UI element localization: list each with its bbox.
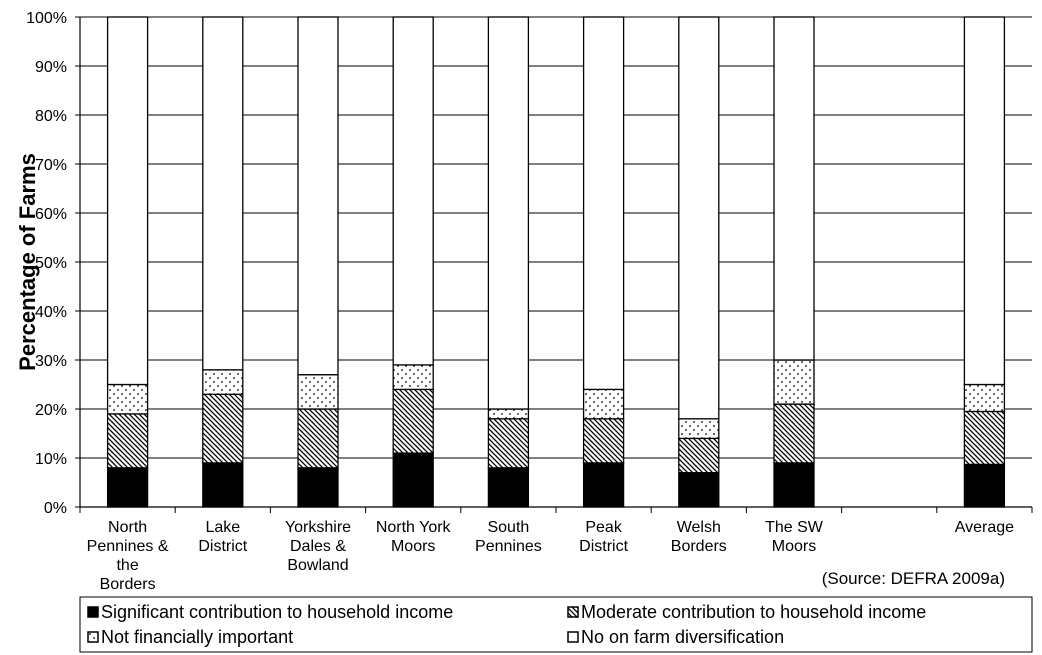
bar-segment-solid xyxy=(392,452,434,508)
x-category-label: Borders xyxy=(100,576,156,593)
legend-swatch xyxy=(87,606,99,618)
bar-segment-dots xyxy=(963,383,1006,413)
bar-segment-solid xyxy=(202,462,244,508)
x-category-label: South xyxy=(487,519,529,536)
x-category-label: Moors xyxy=(391,538,435,555)
x-category-label: District xyxy=(198,538,247,555)
x-category-label: Bowland xyxy=(287,557,348,574)
y-tick-label: 50% xyxy=(35,255,67,272)
x-category-label: Pennines & xyxy=(87,538,169,555)
x-category-label: North xyxy=(108,519,147,536)
x-category-label: Average xyxy=(955,519,1014,536)
bar-segment-dots xyxy=(773,359,815,405)
bar-segment-diagonal xyxy=(487,418,530,469)
legend: Significant contribution to household in… xyxy=(79,596,1033,653)
x-category-label: Lake xyxy=(205,519,240,536)
x-category-label: Moors xyxy=(772,538,816,555)
legend-swatch xyxy=(87,631,99,643)
bar-segment-white xyxy=(773,16,815,361)
bar-segment-solid xyxy=(773,462,815,508)
x-category-label: North York xyxy=(376,519,452,536)
x-category-label: The SW xyxy=(765,519,824,536)
bar-segment-solid xyxy=(487,467,530,508)
y-tick-label: 100% xyxy=(26,10,67,27)
legend-label: Not financially important xyxy=(101,627,293,647)
legend-swatch xyxy=(567,631,579,643)
bar-segment-dots xyxy=(297,374,339,410)
bar-segment-diagonal xyxy=(297,408,339,469)
y-axis-title: Percentage of Farms xyxy=(15,153,40,371)
bar-segment-solid xyxy=(106,467,149,508)
bar-segment-white xyxy=(487,16,530,410)
bar-segment-white xyxy=(202,16,244,371)
y-tick-label: 70% xyxy=(35,157,67,174)
bar-segment-diagonal xyxy=(773,403,815,464)
y-tick-label: 10% xyxy=(35,451,67,468)
y-tick-label: 80% xyxy=(35,108,67,125)
bar-segment-diagonal xyxy=(202,393,244,464)
bar-segment-white xyxy=(963,16,1006,386)
bar-segment-diagonal xyxy=(582,418,625,464)
bar-segment-diagonal xyxy=(392,388,434,454)
source-annotation: (Source: DEFRA 2009a) xyxy=(822,569,1005,588)
bars xyxy=(106,16,1006,508)
y-tick-label: 60% xyxy=(35,206,67,223)
x-category-labels: North Pennines & the Borders Lake District Yor… xyxy=(87,519,1014,593)
y-tick-label: 20% xyxy=(35,402,67,419)
bar-segment-diagonal xyxy=(678,437,720,474)
bar-segment-dots xyxy=(392,364,434,391)
bar-segment-solid xyxy=(582,462,625,508)
x-category-label: Pennines xyxy=(475,538,542,555)
bar-segment-white xyxy=(582,16,625,391)
x-category-label: Peak xyxy=(585,519,622,536)
bar-segment-solid xyxy=(963,463,1006,508)
bar-segment-dots xyxy=(678,418,720,440)
y-tick-label: 90% xyxy=(35,59,67,76)
bar-segment-dots xyxy=(487,408,530,420)
legend-frame xyxy=(79,596,1033,653)
bar-segment-white xyxy=(106,16,149,386)
axes xyxy=(79,17,1032,508)
y-tick-label: 40% xyxy=(35,304,67,321)
x-category-label: Welsh xyxy=(677,519,721,536)
bar-segment-white xyxy=(297,16,339,376)
legend-label: Moderate contribution to household incom… xyxy=(581,602,926,622)
bar-segment-dots xyxy=(202,369,244,395)
x-category-label: the xyxy=(116,557,138,574)
x-category-label: District xyxy=(579,538,628,555)
bar-segment-white xyxy=(678,16,720,420)
bar-segment-dots xyxy=(106,383,149,415)
legend-label: No on farm diversification xyxy=(581,627,784,647)
legend-swatch xyxy=(567,606,579,618)
x-category-label: Yorkshire xyxy=(285,519,351,536)
x-category-label: Borders xyxy=(671,538,727,555)
y-tick-labels: 0% 10% 20% 30% 40% 50% 60% 70% 80% 90% 100% xyxy=(26,10,67,517)
bar-segment-solid xyxy=(297,467,339,508)
bar-segment-dots xyxy=(582,388,625,420)
bar-segment-diagonal xyxy=(963,410,1006,466)
y-tick-label: 30% xyxy=(35,353,67,370)
y-tick-label: 0% xyxy=(44,500,67,517)
legend-label: Significant contribution to household in… xyxy=(101,602,453,622)
x-category-label: Dales & xyxy=(290,538,346,555)
bar-segment-diagonal xyxy=(106,413,149,469)
bar-segment-white xyxy=(392,16,434,366)
bar-segment-solid xyxy=(678,472,720,508)
